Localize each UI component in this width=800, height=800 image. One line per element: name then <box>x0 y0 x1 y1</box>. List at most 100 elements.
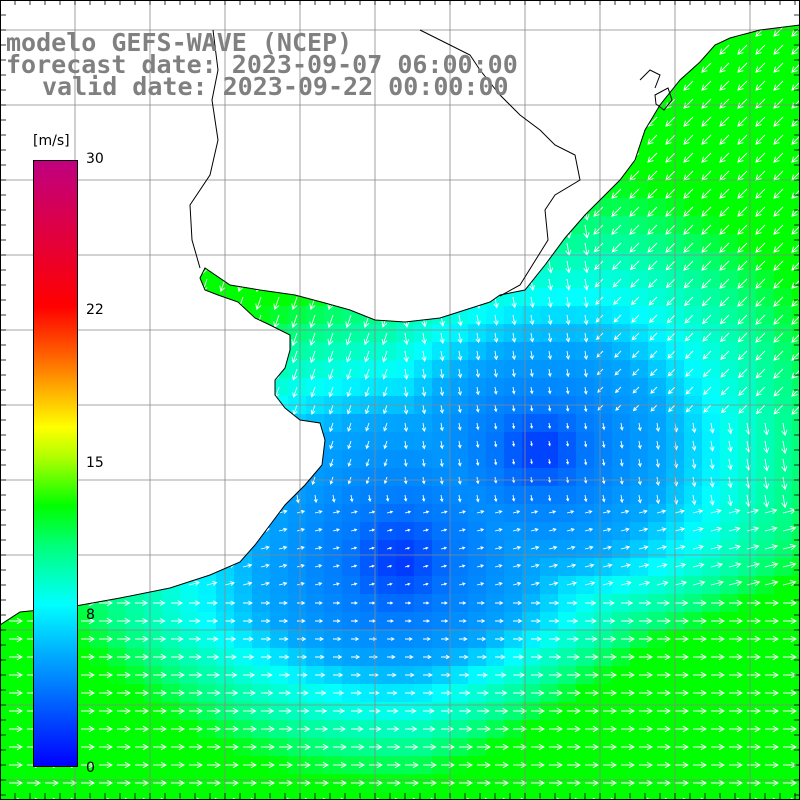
wind-arrow <box>314 564 323 568</box>
wind-arrow <box>261 761 275 769</box>
wind-arrow <box>611 242 622 253</box>
wind-arrow <box>683 98 694 109</box>
wind-arrow <box>147 404 154 419</box>
wind-arrow <box>423 779 437 787</box>
wind-arrow <box>629 206 640 217</box>
wind-arrow <box>165 116 172 131</box>
wind-arrow <box>309 260 316 275</box>
wind-arrow <box>423 672 433 678</box>
wind-arrow <box>684 296 694 307</box>
wind-arrow <box>738 404 748 414</box>
wind-arrow <box>291 296 298 311</box>
wind-arrow <box>476 564 485 568</box>
wind-arrow <box>243 779 257 787</box>
wind-arrow <box>630 9 639 18</box>
wind-arrow <box>327 314 334 329</box>
wind-arrow <box>675 617 689 625</box>
wind-speed-cell <box>450 216 469 235</box>
wind-speed-cell <box>144 342 163 361</box>
wind-arrow <box>632 368 640 376</box>
wind-arrow <box>603 689 617 697</box>
wind-arrow <box>171 761 185 769</box>
wind-arrow <box>111 404 118 419</box>
wind-arrow <box>184 458 190 471</box>
wind-arrow <box>684 314 694 324</box>
wind-speed-cell <box>630 360 649 379</box>
wind-arrow <box>764 508 778 515</box>
wind-arrow <box>747 599 761 607</box>
wind-speed-cell <box>270 792 289 800</box>
wind-speed-cell <box>234 360 253 379</box>
wind-speed-cell <box>306 432 325 451</box>
wind-arrow <box>201 314 208 329</box>
wind-arrow <box>620 563 631 568</box>
wind-arrow <box>165 386 172 401</box>
wind-speed-cell <box>396 144 415 163</box>
wind-speed-cell <box>792 252 800 271</box>
wind-arrow <box>729 725 743 733</box>
wind-arrow <box>111 116 118 131</box>
wind-arrow <box>129 332 136 347</box>
wind-arrow <box>333 637 342 641</box>
wind-arrow <box>621 689 635 697</box>
wind-arrow <box>310 9 315 21</box>
wind-arrow <box>421 170 428 185</box>
wind-arrow <box>593 98 604 109</box>
wind-arrow <box>21 242 28 257</box>
wind-arrow <box>403 26 410 41</box>
wind-speed-cell <box>198 234 217 253</box>
wind-speed-cell <box>540 54 559 73</box>
wind-speed-cell <box>522 792 541 800</box>
wind-arrow <box>111 458 118 473</box>
wind-speed-cell <box>774 25 793 37</box>
wind-arrow <box>225 689 239 697</box>
wind-speed-cell <box>630 90 649 109</box>
wind-arrow <box>219 404 226 417</box>
wind-speed-cell <box>234 162 253 181</box>
wind-arrow <box>647 242 658 253</box>
wind-arrow <box>611 206 622 217</box>
wind-arrow <box>439 422 444 432</box>
wind-arrow <box>421 386 427 397</box>
wind-speed-cell <box>594 126 613 145</box>
wind-arrow <box>129 116 136 131</box>
wind-arrow <box>665 206 676 217</box>
wind-arrow <box>773 44 784 55</box>
wind-arrow <box>243 672 256 678</box>
wind-arrow <box>737 188 748 199</box>
wind-arrow <box>583 224 590 239</box>
wind-speed-cell <box>504 108 523 127</box>
wind-arrow <box>170 526 183 533</box>
wind-arrow <box>135 600 149 606</box>
wind-arrow <box>8 561 23 569</box>
wind-arrow <box>81 779 95 787</box>
wind-speed-cell <box>180 342 199 361</box>
wind-speed-cell <box>486 234 505 253</box>
wind-arrow <box>629 116 640 127</box>
wind-arrow <box>111 314 118 329</box>
wind-arrow <box>495 779 509 787</box>
wind-arrow <box>93 332 100 347</box>
wind-arrow <box>423 761 437 769</box>
wind-arrow <box>134 562 148 569</box>
wind-speed-cell <box>576 72 595 91</box>
wind-speed-cell <box>630 108 649 127</box>
wind-speed-cell <box>108 576 127 595</box>
wind-speed-cell <box>378 126 397 145</box>
wind-arrow <box>614 368 622 376</box>
wind-arrow <box>701 26 712 37</box>
wind-speed-cell <box>306 162 325 181</box>
wind-speed-cell <box>198 162 217 181</box>
wind-arrow <box>683 152 694 163</box>
wind-arrow <box>291 314 298 329</box>
wind-arrow <box>638 509 648 514</box>
wind-speed-cell <box>792 162 800 181</box>
wind-arrow <box>333 690 345 696</box>
wind-arrow <box>629 188 640 199</box>
coastline <box>0 24 800 626</box>
wind-arrow <box>111 332 118 347</box>
wind-arrow <box>309 152 316 167</box>
wind-arrow <box>117 599 131 607</box>
wind-arrow <box>440 546 448 550</box>
wind-arrow <box>547 386 552 395</box>
